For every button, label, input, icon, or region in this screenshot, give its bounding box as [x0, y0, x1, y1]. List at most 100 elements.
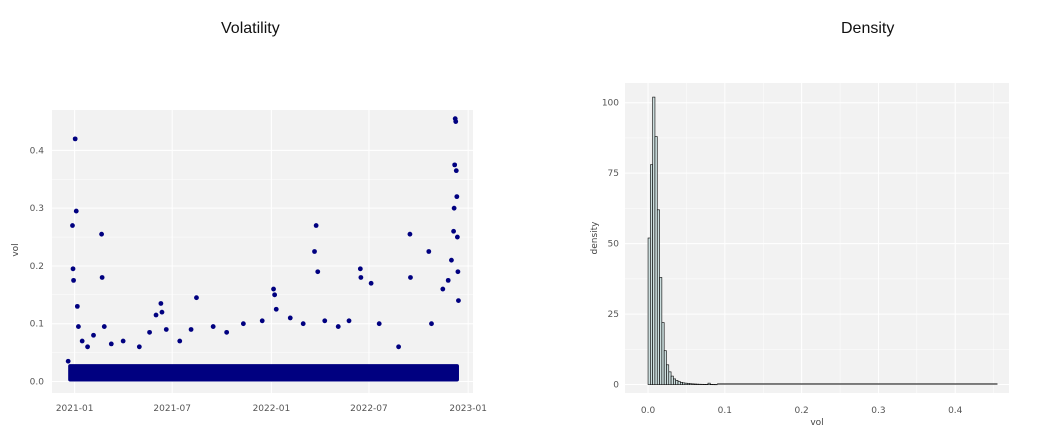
density-bar	[679, 381, 683, 385]
volatility-point	[65, 358, 71, 364]
volatility-point	[453, 168, 459, 174]
volatility-point	[408, 275, 413, 280]
volatility-x-tick-label: 2023-01	[449, 404, 487, 414]
volatility-point	[71, 277, 76, 283]
volatility-point	[426, 249, 432, 254]
volatility-point	[300, 321, 306, 327]
volatility-point	[73, 208, 79, 214]
density-x-axis-label: vol	[810, 418, 823, 428]
density-y-tick-label: 50	[608, 240, 620, 250]
density-bar	[677, 381, 681, 385]
volatility-point	[210, 324, 216, 329]
volatility-x-tick-label: 2021-07	[153, 404, 191, 414]
volatility-point	[454, 234, 460, 240]
volatility-point	[452, 162, 458, 168]
density-bar	[691, 383, 695, 385]
volatility-point	[368, 280, 374, 286]
volatility-point	[455, 269, 461, 275]
density-bars	[647, 96, 998, 386]
density-bar	[707, 382, 711, 385]
volatility-point	[194, 295, 199, 301]
volatility-point	[76, 324, 81, 329]
density-x-ticks: 0.0 0.1 0.2 0.3 0.4	[641, 406, 963, 416]
density-x-tick-label: 0.3	[871, 406, 885, 416]
volatility-point	[70, 223, 75, 228]
density-bar	[673, 378, 676, 385]
volatility-y-tick-label: 0.4	[30, 146, 45, 156]
density-x-tick-label: 0.1	[718, 406, 732, 416]
volatility-point	[159, 309, 165, 315]
density-x-tick-label: 0.0	[641, 406, 656, 416]
density-bar	[689, 383, 693, 385]
density-y-tick-label: 25	[608, 310, 619, 320]
density-y-tick-label: 75	[608, 169, 619, 179]
volatility-point	[99, 275, 105, 280]
volatility-point	[313, 223, 319, 228]
density-y-axis-label: density	[590, 221, 600, 255]
volatility-point	[346, 318, 352, 324]
density-bar	[652, 96, 656, 385]
volatility-point	[177, 338, 183, 344]
volatility-point	[259, 318, 265, 324]
volatility-point	[454, 194, 460, 200]
volatility-point	[224, 329, 230, 335]
density-y-tick-label: 100	[602, 99, 619, 109]
volatility-point	[85, 344, 90, 350]
volatility-point	[449, 257, 454, 263]
density-bar	[666, 364, 670, 385]
density-bar	[686, 383, 690, 385]
density-y-ticks: 0 25 50 75 100	[602, 99, 619, 391]
volatility-point	[271, 286, 276, 292]
volatility-point	[188, 327, 194, 332]
volatility-y-tick-label: 0.3	[30, 204, 44, 214]
volatility-point	[287, 315, 293, 321]
density-x-tick-label: 0.4	[948, 406, 963, 416]
density-bar	[684, 382, 688, 385]
volatility-point	[153, 312, 159, 318]
volatility-point	[108, 341, 114, 347]
volatility-point	[440, 286, 446, 292]
density-bar	[647, 237, 651, 385]
volatility-point	[147, 329, 152, 335]
density-bar	[659, 277, 663, 385]
volatility-panel-background	[52, 110, 473, 393]
volatility-point	[240, 321, 246, 327]
volatility-x-tick-label: 2022-07	[350, 404, 388, 414]
density-bar	[693, 383, 697, 385]
volatility-gridlines	[52, 110, 473, 393]
volatility-point	[158, 301, 164, 306]
volatility-point	[315, 269, 321, 275]
volatility-point	[272, 292, 278, 298]
volatility-point	[70, 266, 76, 272]
density-bar	[668, 371, 672, 385]
density-bar	[682, 382, 686, 385]
volatility-point	[91, 332, 96, 338]
volatility-point	[163, 327, 169, 332]
density-bar	[663, 350, 667, 385]
density-bar	[670, 375, 674, 385]
volatility-point	[358, 275, 364, 280]
volatility-point	[322, 318, 328, 324]
volatility-x-ticks: 2021-01 2021-07 2022-01 2022-07 2023-01	[56, 404, 487, 414]
volatility-point	[445, 277, 451, 283]
volatility-point	[312, 249, 317, 254]
volatility-y-tick-label: 0.1	[30, 320, 44, 330]
volatility-point	[101, 324, 107, 329]
density-title: Density	[841, 20, 895, 37]
volatility-point	[429, 321, 434, 327]
volatility-point	[456, 298, 461, 303]
volatility-point	[72, 136, 78, 142]
volatility-point	[79, 338, 85, 344]
density-bar	[656, 209, 660, 385]
volatility-point	[273, 306, 279, 312]
density-gridlines	[625, 83, 1009, 393]
volatility-point	[396, 344, 402, 350]
volatility-x-tick-label: 2021-01	[56, 404, 94, 414]
volatility-point	[407, 231, 413, 237]
volatility-point	[451, 205, 457, 211]
density-bar	[650, 164, 653, 385]
volatility-point	[136, 344, 142, 350]
volatility-point	[335, 324, 341, 329]
volatility-point	[376, 321, 382, 327]
